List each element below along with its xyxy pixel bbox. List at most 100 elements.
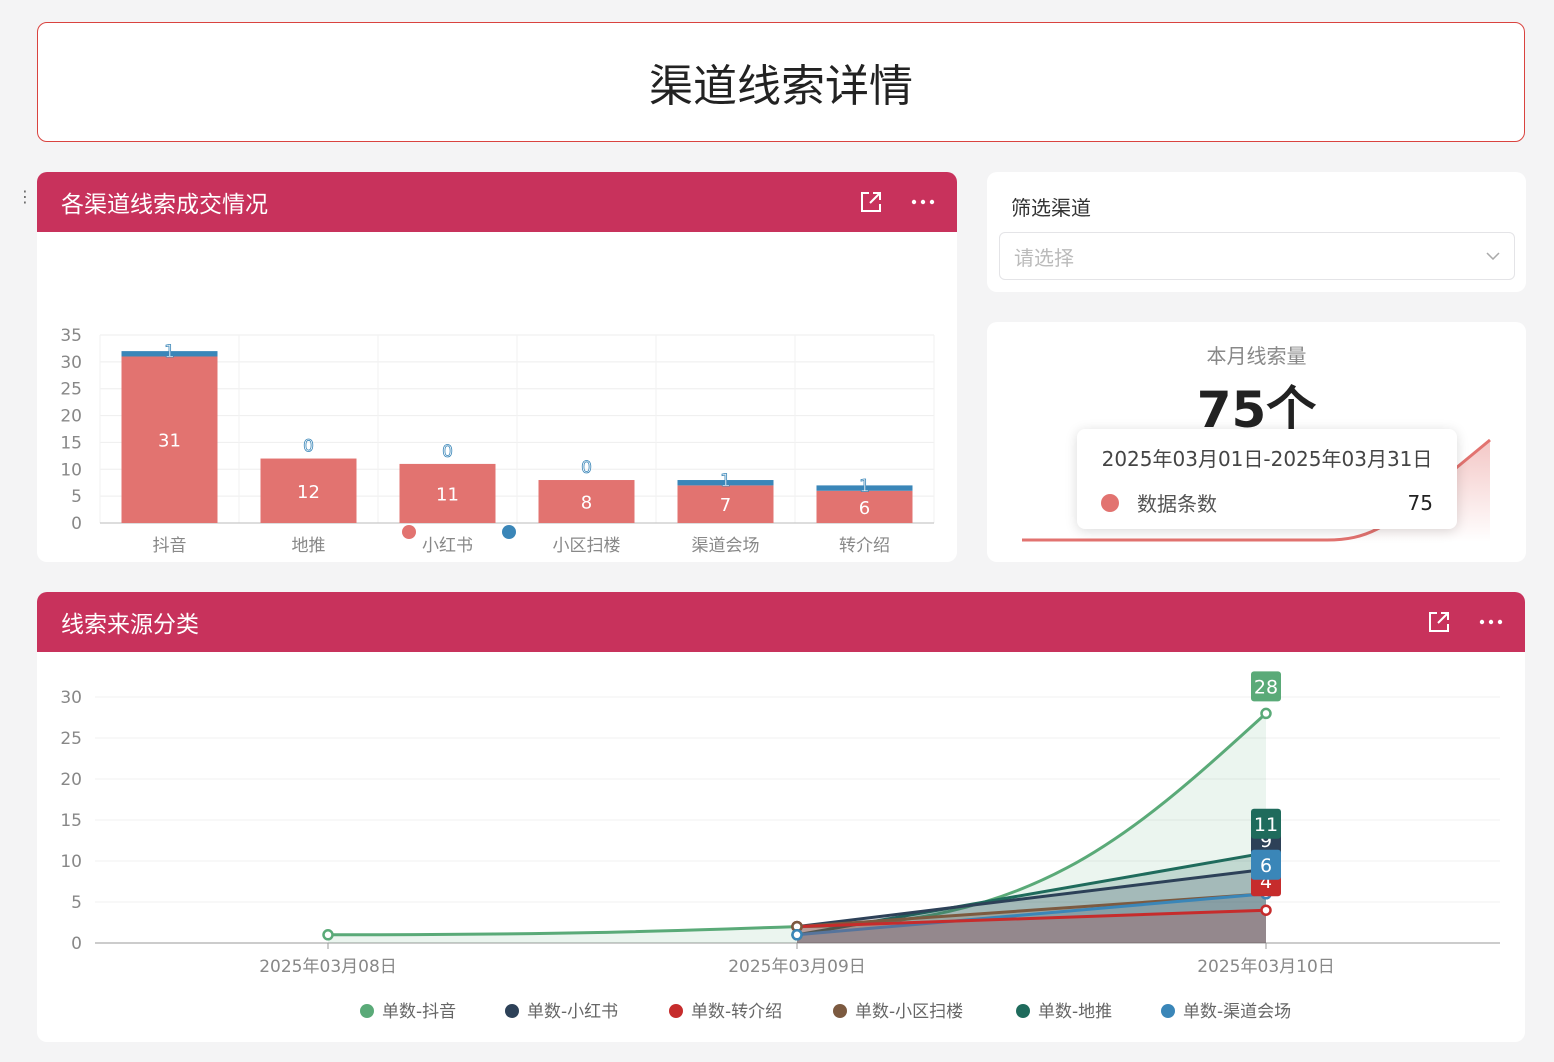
bar-label: 7	[720, 495, 731, 516]
x-tick-label: 渠道会场	[692, 536, 760, 556]
legend-label: 单数-小红书	[527, 1002, 618, 1022]
legend-label: 单数-抖音	[382, 1002, 456, 1022]
y-tick-label: 0	[71, 934, 82, 954]
series-line	[796, 892, 1267, 937]
x-tick-label: 2025年03月09日	[728, 957, 866, 977]
bar-deal	[677, 480, 774, 486]
channel-select[interactable]: 请选择	[999, 232, 1515, 280]
bar-chart-panel: 各渠道线索成交情况 0 5 10 15 20 25 30 35 31 1 抖音 12 0 地推 11 0 小红书…	[37, 172, 957, 562]
x-tick-label: 抖音	[153, 536, 187, 556]
legend-label: 单数-小区扫楼	[855, 1002, 963, 1022]
y-tick-label: 10	[60, 852, 82, 872]
y-tick-label: 15	[60, 433, 82, 453]
kpi-card: 本月线索量 75个 2025年03月01日-2025年03月31日 数据条数 75	[987, 322, 1526, 562]
legend-label: 单数-地推	[1038, 1002, 1112, 1022]
line-chart-panel: 线索来源分类 0 5 10 15 20 25 30 2025年03月08日 2025年03月09…	[37, 592, 1525, 1042]
line-chart: 0 5 10 15 20 25 30 2025年03月08日 2025年03月09日 2025年0…	[60, 671, 1500, 1022]
legend-dot	[833, 1004, 847, 1018]
y-tick-label: 30	[60, 688, 82, 708]
bar-leads	[399, 463, 496, 523]
bar-label: 8	[581, 493, 592, 514]
legend-label: 单数-渠道会场	[1183, 1002, 1291, 1022]
series-line	[796, 908, 1267, 929]
filter-label: 筛选渠道	[1011, 196, 1091, 220]
x-tick-label: 转介绍	[839, 536, 890, 556]
bar-deal	[816, 485, 913, 491]
bar-label: 12	[297, 482, 320, 503]
bar-label: 0	[581, 458, 592, 478]
panel-header: 线索来源分类	[37, 592, 1525, 652]
y-tick-label: 5	[71, 893, 82, 913]
external-link-icon[interactable]	[1425, 608, 1453, 636]
tooltip-range: 2025年03月01日-2025年03月31日	[1101, 447, 1433, 471]
more-icon[interactable]	[909, 188, 937, 216]
select-placeholder: 请选择	[1014, 245, 1074, 270]
more-icon[interactable]	[1477, 608, 1505, 636]
series-point	[1260, 904, 1272, 916]
y-tick-label: 10	[60, 460, 82, 480]
x-tick-label: 2025年03月10日	[1197, 957, 1335, 977]
legend-dot	[1161, 1004, 1175, 1018]
tooltip-value: 75	[1407, 490, 1433, 515]
legend-dot	[669, 1004, 683, 1018]
legend-dot	[1016, 1004, 1030, 1018]
bar-label: 0	[442, 442, 453, 462]
x-tick-label: 地推	[292, 536, 326, 556]
bar-label: 1	[859, 476, 870, 496]
y-tick-label: 0	[71, 514, 82, 534]
kpi-label: 本月线索量	[1206, 344, 1307, 368]
bar-leads	[816, 490, 913, 523]
x-tick-label: 小区扫楼	[553, 536, 621, 556]
legend-dot	[502, 525, 516, 539]
external-link-icon[interactable]	[857, 188, 885, 216]
legend-dot	[402, 525, 416, 539]
bar-label: 6	[859, 498, 870, 519]
y-tick-label: 25	[60, 729, 82, 749]
data-label-bg	[1251, 671, 1281, 702]
bar-leads	[260, 458, 357, 523]
y-tick-label: 35	[60, 326, 82, 346]
chevron-down-icon	[1486, 252, 1500, 260]
legend-dot	[360, 1004, 374, 1018]
series-point	[1260, 707, 1272, 720]
bar-label: 1	[164, 342, 175, 362]
data-label-bg	[1251, 808, 1281, 839]
panel-title: 各渠道线索成交情况	[61, 192, 268, 218]
filter-card: 筛选渠道 请选择	[987, 172, 1526, 292]
y-tick-label: 20	[60, 770, 82, 790]
panel-title: 线索来源分类	[61, 612, 199, 638]
tooltip: 2025年03月01日-2025年03月31日 数据条数 75	[1077, 429, 1457, 529]
x-tick-label: 2025年03月08日	[259, 957, 397, 977]
series-dot	[1101, 493, 1119, 512]
y-tick-label: 30	[60, 353, 82, 373]
bar-label: 0	[303, 437, 314, 457]
page-title: 渠道线索详情	[649, 61, 913, 112]
data-label-bg	[1251, 849, 1281, 880]
series-area	[797, 910, 1266, 943]
legend-label: 单数-转介绍	[691, 1002, 782, 1022]
bar-label: 11	[436, 484, 459, 505]
series-point	[791, 929, 803, 941]
series-point	[322, 929, 334, 941]
bar-leads	[121, 356, 218, 523]
bar-deal	[121, 351, 218, 357]
tooltip-series: 数据条数	[1137, 492, 1217, 516]
bar-leads	[538, 480, 635, 523]
y-tick-label: 20	[60, 407, 82, 427]
bar-chart: 0 5 10 15 20 25 30 35 31 1 抖音 12 0 地推 11 0 小红书 8 0 小区扫楼 7 1 渠道…	[60, 326, 935, 556]
data-label: 28	[1254, 676, 1278, 698]
y-tick-label: 5	[71, 487, 82, 507]
bar-label: 31	[158, 431, 181, 452]
y-tick-label: 15	[60, 811, 82, 831]
drag-handle-icon[interactable]: ⋮⋮	[17, 187, 47, 206]
legend-dot	[505, 1004, 519, 1018]
bar-leads	[677, 485, 774, 523]
page-title-box: 渠道线索详情	[37, 22, 1525, 142]
data-label: 6	[1260, 855, 1272, 877]
y-tick-label: 25	[60, 380, 82, 400]
bar-label: 1	[720, 471, 731, 491]
series-line	[796, 867, 1267, 929]
data-label: 11	[1254, 814, 1278, 836]
x-tick-label: 小红书	[422, 536, 473, 556]
panel-header: 各渠道线索成交情况	[37, 172, 957, 232]
